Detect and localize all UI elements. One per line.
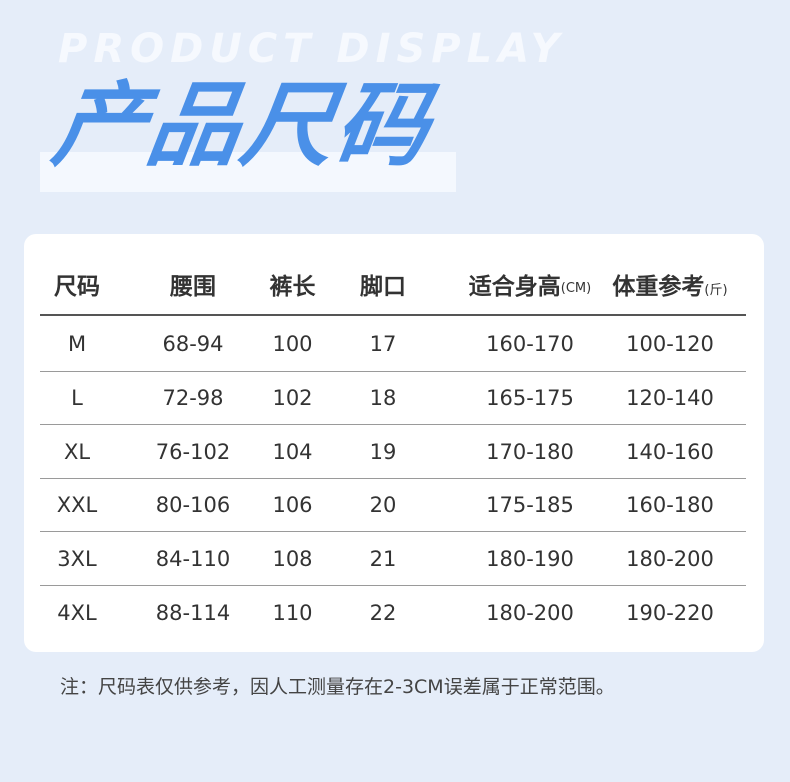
table-cell: 4XL [57,600,97,625]
table-cell: 3XL [57,546,97,571]
column-label: 腰围 [170,274,216,300]
table-cell: 72-98 [162,386,224,411]
table-cell: 88-114 [155,600,231,625]
column-label: 体重参考 [612,274,705,300]
table-row: M 68-94 100 17 160-170 100-120 [40,317,746,370]
column-header: 腰围 [128,254,258,314]
table-cell: XL [63,439,91,464]
table-cell: 110 [272,600,313,625]
table-row: L 72-98 102 18 165-175 120-140 [40,370,746,425]
table-cell: 106 [272,493,313,518]
table-cell: 160-170 [486,331,574,356]
table-cell: 180-200 [486,600,574,625]
column-header: 尺码 [40,254,114,314]
table-cell: XXL [56,493,98,518]
size-note: 注：尺码表仅供参考，因人工测量存在2-3CM误差属于正常范围。 [60,676,615,698]
title-band [40,152,456,192]
table-cell: 19 [369,439,397,464]
column-header: 脚口 [318,254,448,314]
table-cell: 190-220 [626,600,714,625]
table-cell: 108 [272,546,313,571]
table-cell: 102 [272,386,313,411]
table-cell: 104 [272,439,313,464]
column-label: 脚口 [360,274,406,300]
column-label: 适合身高 [468,274,561,300]
column-label: 裤长 [269,274,316,300]
column-header: 适合身高 (CM) [425,254,635,314]
table-cell: 180-200 [626,546,714,571]
table-cell: M [67,331,87,356]
table-cell: 180-190 [486,546,574,571]
table-cell: 165-175 [486,386,574,411]
table-cell: 22 [369,600,397,625]
table-cell: 80-106 [155,493,231,518]
table-row: XXL 80-106 106 20 175-185 160-180 [40,477,746,532]
table-row: 4XL 88-114 110 22 180-200 190-220 [40,585,746,639]
table-cell: 68-94 [162,331,224,356]
watermark-text: PRODUCT DISPLAY [58,26,566,72]
table-row: XL 76-102 104 19 170-180 140-160 [40,424,746,478]
table-cell: 17 [369,331,397,356]
table-cell: 160-180 [626,493,714,518]
table-cell: L [71,386,83,411]
table-cell: 18 [369,386,397,411]
column-label: 尺码 [54,274,100,300]
table-cell: 140-160 [626,439,714,464]
table-cell: 21 [369,546,397,571]
column-unit: (CM) [560,280,592,296]
table-cell: 120-140 [626,386,714,411]
size-table: 尺码 腰围 裤长 脚口 适合身高 (CM) 体重参考 (斤) M 68-94 100 17 160-1… [24,234,764,652]
page-title: 产品尺码 [46,72,438,179]
table-header: 尺码 腰围 裤长 脚口 适合身高 (CM) 体重参考 (斤) [40,254,746,316]
table-cell: 76-102 [155,439,231,464]
table-cell: 100 [272,331,313,356]
column-header: 裤长 [230,254,355,314]
column-header: 体重参考 (斤) [580,254,760,314]
table-cell: 20 [369,493,397,518]
table-cell: 100-120 [626,331,714,356]
table-cell: 84-110 [155,546,231,571]
table-cell: 170-180 [486,439,574,464]
column-unit: (斤) [704,282,728,298]
table-row: 3XL 84-110 108 21 180-190 180-200 [40,531,746,585]
table-cell: 175-185 [486,493,574,518]
